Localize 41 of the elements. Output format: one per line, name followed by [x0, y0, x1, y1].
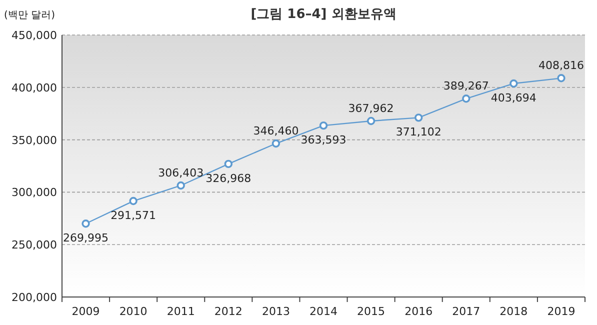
- x-tick-label: 2009: [72, 305, 100, 318]
- text: 367,962: [348, 102, 394, 115]
- point: [224, 160, 233, 168]
- x-tick-label: 2013: [262, 305, 290, 318]
- text: 408,816: [538, 59, 584, 72]
- x-tick-label: 2011: [166, 305, 195, 318]
- point: [176, 181, 185, 190]
- point: [319, 121, 328, 130]
- x-tick-label: 2016: [404, 305, 433, 318]
- x-tick-label: 2019: [547, 305, 576, 318]
- text: 389,267: [443, 80, 489, 93]
- y-tick-label: 450,000: [12, 29, 57, 42]
- y-tick-label: 350,000: [12, 134, 57, 147]
- text: 346,460: [253, 124, 299, 138]
- y-tick-label: 200,000: [12, 291, 57, 304]
- x-tick-label: 2014: [310, 305, 338, 318]
- x-tick-label: 2015: [357, 305, 386, 318]
- point: [366, 116, 376, 126]
- text: 269,995: [63, 232, 109, 245]
- point: [510, 79, 518, 88]
- point: [272, 139, 280, 148]
- x-tick-label: 2010: [119, 305, 148, 318]
- text: 326,968: [206, 172, 252, 185]
- text: 371,102: [396, 126, 442, 139]
- text: 291,571: [110, 209, 156, 222]
- point: [462, 94, 470, 103]
- text: 363,593: [300, 134, 346, 147]
- x-tick-label: 2017: [452, 305, 480, 318]
- x-tick-label: 2018: [500, 305, 528, 318]
- x-tick-label: 2012: [214, 305, 242, 318]
- text: 403,694: [490, 92, 536, 105]
- y-tick-label: 400,000: [12, 81, 57, 94]
- chart-title: [그림 16–4] 외환보유액: [250, 7, 396, 22]
- text: 306,403: [158, 166, 204, 180]
- y-axis-title: (백만 달러): [4, 10, 56, 21]
- point: [557, 74, 566, 82]
- point: [414, 114, 423, 122]
- point: [82, 220, 90, 228]
- y-tick-label: 300,000: [12, 186, 57, 200]
- y-tick-label: 250,000: [12, 238, 57, 252]
- point: [129, 196, 138, 206]
